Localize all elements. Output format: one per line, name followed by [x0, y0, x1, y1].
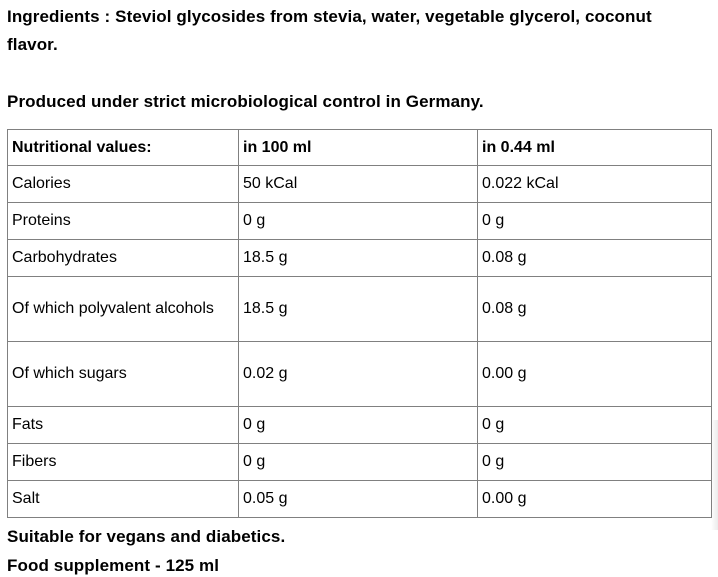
page-edge-shadow: [711, 420, 718, 530]
cell-per-044ml: 0.00 g: [477, 341, 712, 407]
supplement-note: Food supplement - 125 ml: [7, 556, 220, 575]
table-row-carbohydrates: Carbohydrates 18.5 g 0.08 g: [7, 239, 712, 277]
header-cell-nutritional-values: Nutritional values:: [7, 129, 239, 166]
cell-per-044ml: 0.022 kCal: [477, 165, 712, 203]
table-row-salt: Salt 0.05 g 0.00 g: [7, 480, 712, 518]
table-row-fats: Fats 0 g 0 g: [7, 406, 712, 444]
table-header-row: Nutritional values: in 100 ml in 0.44 ml: [7, 129, 712, 166]
cell-per-100ml: 0 g: [238, 443, 478, 481]
cell-per-100ml: 0.05 g: [238, 480, 478, 518]
ingredients-paragraph: Ingredients : Steviol glycosides from st…: [7, 7, 652, 54]
cell-label: Fats: [7, 406, 239, 444]
cell-label: Of which polyvalent alcohols: [7, 276, 239, 342]
cell-label: Salt: [7, 480, 239, 518]
cell-per-044ml: 0.08 g: [477, 276, 712, 342]
cell-per-100ml: 18.5 g: [238, 239, 478, 277]
cell-label: Fibers: [7, 443, 239, 481]
cell-label: Calories: [7, 165, 239, 203]
cell-label: Proteins: [7, 202, 239, 240]
cell-label: Carbohydrates: [7, 239, 239, 277]
cell-label: Of which sugars: [7, 341, 239, 407]
table-row-proteins: Proteins 0 g 0 g: [7, 202, 712, 240]
table-row-calories: Calories 50 kCal 0.022 kCal: [7, 165, 712, 203]
table-row-sugars: Of which sugars 0.02 g 0.00 g: [7, 341, 712, 407]
cell-per-100ml: 0.02 g: [238, 341, 478, 407]
cell-per-044ml: 0.00 g: [477, 480, 712, 518]
table-row-polyvalent-alcohols: Of which polyvalent alcohols 18.5 g 0.08…: [7, 276, 712, 342]
nutrition-table: Nutritional values: in 100 ml in 0.44 ml…: [7, 129, 712, 518]
cell-per-044ml: 0.08 g: [477, 239, 712, 277]
cell-per-100ml: 0 g: [238, 202, 478, 240]
cell-per-100ml: 0 g: [238, 406, 478, 444]
cell-per-100ml: 18.5 g: [238, 276, 478, 342]
production-paragraph: Produced under strict microbiological co…: [7, 92, 484, 111]
cell-per-044ml: 0 g: [477, 202, 712, 240]
table-row-fibers: Fibers 0 g 0 g: [7, 443, 712, 481]
cell-per-100ml: 50 kCal: [238, 165, 478, 203]
vegan-note: Suitable for vegans and diabetics.: [7, 527, 286, 546]
header-cell-per-100ml: in 100 ml: [238, 129, 478, 166]
footer-notes: Suitable for vegans and diabetics. Food …: [7, 522, 718, 577]
header-cell-per-044ml: in 0.44 ml: [477, 129, 712, 166]
cell-per-044ml: 0 g: [477, 443, 712, 481]
cell-per-044ml: 0 g: [477, 406, 712, 444]
